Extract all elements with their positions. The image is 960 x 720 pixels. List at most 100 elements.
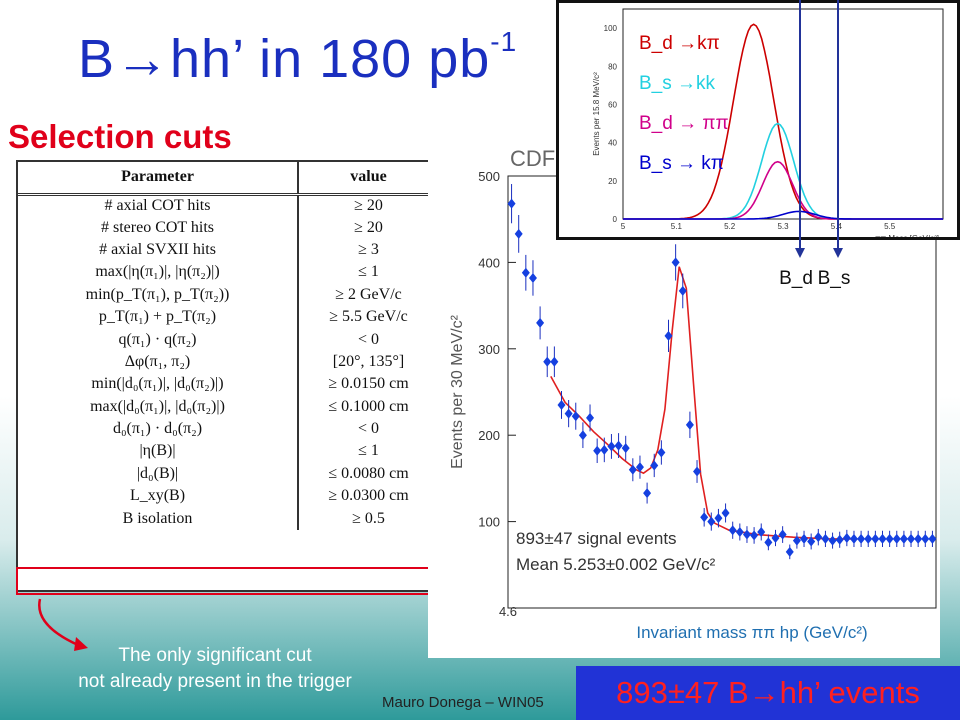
- cut-parameter: p_T(π₁) + p_T(π₂): [98, 308, 217, 326]
- fit-curve: [550, 266, 858, 540]
- cut-value: ≥ 5.5 GeV/c: [297, 305, 438, 329]
- cut-parameter: L_xy(B): [129, 487, 186, 505]
- section-title: Selection cuts: [8, 118, 232, 155]
- table-row: # axial COT hits ≥ 20: [18, 194, 438, 217]
- data-point: [614, 440, 623, 451]
- data-point: [678, 285, 687, 296]
- inset-x-tick-label: 5.2: [724, 222, 736, 231]
- data-point: [914, 533, 923, 544]
- cut-value: < 0: [297, 417, 438, 441]
- data-point: [600, 444, 609, 455]
- note-line-2: not already present in the trigger: [78, 671, 352, 692]
- cut-parameter: # axial COT hits: [104, 196, 211, 214]
- data-point: [750, 530, 759, 541]
- data-point: [564, 408, 573, 419]
- table-row: min(p_T(π₁), p_T(π₂)) ≥ 2 GeV/c: [18, 283, 438, 306]
- inset-y-tick-label: 100: [604, 24, 618, 33]
- data-point: [864, 533, 873, 544]
- data-point: [635, 462, 644, 473]
- data-point: [550, 356, 559, 367]
- data-point: [728, 525, 737, 536]
- slide-title: B→hh’ in 180 pb-1: [78, 26, 518, 90]
- cut-value: ≥ 2 GeV/c: [297, 283, 438, 306]
- data-point: [578, 430, 587, 441]
- cut-parameter: |η(B)|: [139, 442, 176, 460]
- data-point: [586, 412, 595, 423]
- cut-parameter: q(π₁) · q(π₂): [118, 330, 197, 348]
- data-point: [907, 533, 916, 544]
- data-point: [664, 330, 673, 341]
- data-point: [671, 257, 680, 268]
- table-row: q(π₁) · q(π₂) < 0: [18, 328, 438, 351]
- data-point: [607, 441, 616, 452]
- cut-value: [20°, 135°]: [297, 350, 438, 374]
- data-point: [700, 512, 709, 523]
- arrow-icon: [38, 598, 88, 651]
- data-point: [721, 507, 730, 518]
- annotation-note: The only significant cut not already pre…: [0, 643, 430, 695]
- peak-marker-label: B_s: [818, 268, 851, 289]
- table-row: min(|d₀(π₁)|, |d₀(π₂)|) ≥ 0.0150 cm: [18, 373, 438, 396]
- y-tick-label: 100: [478, 515, 500, 530]
- data-point: [621, 443, 630, 454]
- data-point: [785, 546, 794, 557]
- data-point: [871, 533, 880, 544]
- cut-parameter: max(|η(π₁)|, |η(π₂)|): [95, 263, 220, 281]
- data-point: [742, 529, 751, 540]
- data-point: [835, 534, 844, 545]
- annotation-mean: Mean 5.253±0.002 GeV/c²: [516, 555, 716, 574]
- cut-value: ≥ 20: [297, 194, 438, 217]
- data-point: [764, 537, 773, 548]
- peak-marker-arrowhead: [833, 248, 843, 258]
- inset-x-tick-label: 5.5: [884, 222, 896, 231]
- table-row: # axial SVXII hits ≥ 3: [18, 238, 438, 262]
- inset-chart-svg: 0 20 40 60 80 100 5 5.1 5.2 5.3 5.4 5.5 Events per 1…: [592, 8, 944, 243]
- cut-parameter: max(|d₀(π₁)|, |d₀(π₂)|): [90, 397, 225, 415]
- inset-frame: [622, 8, 944, 220]
- inset-series-curve: [623, 210, 943, 220]
- data-point: [821, 533, 830, 544]
- data-point: [507, 198, 516, 209]
- cut-value: ≥ 20: [297, 216, 438, 239]
- cut-value: ≤ 1: [297, 440, 438, 463]
- y-tick-label: 400: [478, 255, 500, 270]
- table-row: d₀(π₁) · d₀(π₂) < 0: [18, 417, 438, 441]
- cut-value: ≥ 0.5: [297, 507, 438, 530]
- data-point: [536, 317, 545, 328]
- inset-x-tick-label: 5.1: [671, 222, 683, 231]
- cut-value: ≤ 1: [297, 261, 438, 284]
- data-point: [714, 513, 723, 524]
- column-header: Parameter: [18, 162, 298, 196]
- data-point: [928, 533, 937, 544]
- data-point: [628, 464, 637, 475]
- title-superscript: -1: [490, 26, 518, 57]
- data-point: [899, 533, 908, 544]
- cut-parameter: # axial SVXII hits: [99, 240, 216, 258]
- data-point: [792, 535, 801, 546]
- peak-marker-arrowhead: [795, 248, 805, 258]
- data-point: [528, 272, 537, 283]
- note-line-1: The only significant cut: [118, 645, 312, 666]
- inset-chart: 0 20 40 60 80 100 5 5.1 5.2 5.3 5.4 5.5 Events per 1…: [556, 0, 960, 243]
- data-point: [807, 536, 816, 547]
- inset-legend-entry: B_s →kk: [639, 73, 716, 94]
- inset-y-axis-label: Events per 15.8 MeV/c²: [592, 72, 601, 156]
- data-point: [693, 466, 702, 477]
- table-row: p_T(π₁) + p_T(π₂) ≥ 5.5 GeV/c: [18, 305, 438, 329]
- data-point: [892, 533, 901, 544]
- inset-legend-entry: B_d →kπ: [639, 33, 720, 54]
- data-point: [514, 228, 523, 239]
- inset-x-tick-label: 5: [621, 222, 626, 231]
- data-point: [650, 460, 659, 471]
- y-axis-label: Events per 30 MeV/c²: [449, 314, 466, 469]
- cut-parameter: min(p_T(π₁), p_T(π₂)): [85, 285, 230, 303]
- selection-cuts-table: Parameter value # axial COT hits ≥ 20 # ster…: [16, 160, 440, 592]
- data-point: [828, 535, 837, 546]
- inset-y-tick-label: 20: [608, 177, 617, 186]
- data-point: [557, 399, 566, 410]
- cut-parameter: # stereo COT hits: [100, 218, 215, 236]
- data-point: [921, 533, 930, 544]
- table-row: |d₀(B)| ≤ 0.0080 cm: [18, 462, 438, 486]
- data-point: [857, 533, 866, 544]
